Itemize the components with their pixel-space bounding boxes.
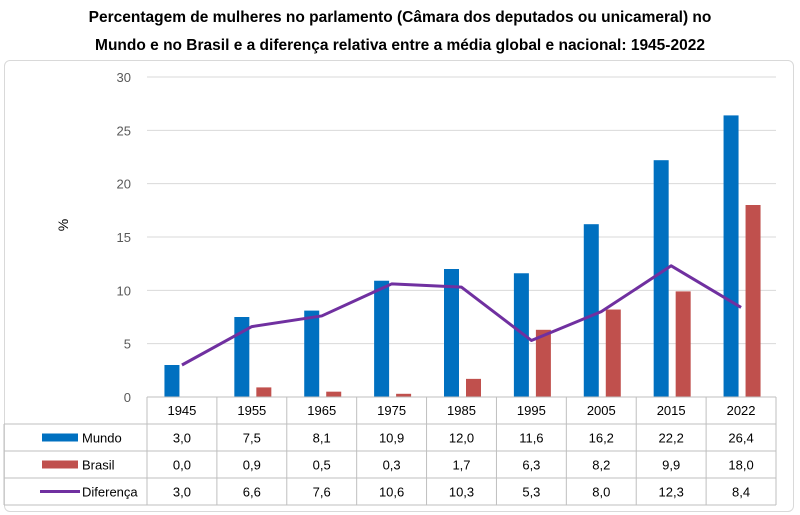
bar-brasil-1965 <box>326 391 342 397</box>
legend-key-brasil <box>42 460 78 469</box>
data-label-brasil: 6,3 <box>522 458 540 473</box>
bar-mundo-1995 <box>513 273 529 397</box>
chart-title-line-1: Percentagem de mulheres no parlamento (C… <box>88 9 712 26</box>
bar-brasil-1995 <box>535 329 551 397</box>
x-tick-label: 1945 <box>167 403 196 418</box>
chart-title: Percentagem de mulheres no parlamento (C… <box>0 4 800 60</box>
bars <box>164 115 761 398</box>
data-label-diferença: 6,6 <box>243 485 261 500</box>
legend-label-diferença: Diferença <box>82 485 138 500</box>
legend-label-brasil: Brasil <box>82 458 115 473</box>
data-label-mundo: 10,9 <box>379 431 404 446</box>
bar-brasil-2005 <box>605 309 621 397</box>
data-label-mundo: 3,0 <box>173 431 191 446</box>
chart-title-line-2: Mundo e no Brasil e a diferença relativa… <box>95 37 705 54</box>
data-label-diferença: 5,3 <box>522 485 540 500</box>
line-series-diferença <box>181 264 742 367</box>
data-label-mundo: 11,6 <box>519 431 543 446</box>
data-label-mundo: 26,4 <box>728 431 753 446</box>
bar-brasil-2022 <box>745 205 761 397</box>
data-label-diferença: 10,3 <box>449 485 474 500</box>
data-label-mundo: 12,0 <box>449 431 474 446</box>
bar-mundo-1945 <box>164 365 180 397</box>
bar-brasil-1985 <box>466 378 481 397</box>
bar-brasil-1975 <box>396 393 412 397</box>
data-label-mundo: 7,5 <box>243 431 261 446</box>
data-label-brasil: 0,0 <box>173 458 191 473</box>
bar-mundo-1965 <box>304 310 320 397</box>
bar-mundo-2022 <box>723 115 739 398</box>
data-label-brasil: 1,7 <box>452 458 470 473</box>
difference-line <box>181 264 742 367</box>
bar-mundo-2015 <box>653 160 669 397</box>
data-label-mundo: 16,2 <box>589 431 614 446</box>
x-tick-label: 1955 <box>237 403 266 418</box>
x-tick-label: 1975 <box>377 403 406 418</box>
y-tick-label: 5 <box>124 337 131 352</box>
data-label-brasil: 18,0 <box>728 458 753 473</box>
x-tick-label: 2022 <box>727 403 756 418</box>
y-axis-ticks: 0 5 10 15 20 25 30 <box>117 70 131 405</box>
y-axis-label: % <box>55 219 71 231</box>
data-label-diferença: 8,4 <box>732 485 750 500</box>
data-label-brasil: 9,9 <box>662 458 680 473</box>
data-label-diferença: 10,6 <box>379 485 404 500</box>
y-tick-label: 0 <box>124 390 131 405</box>
data-label-brasil: 0,3 <box>383 458 401 473</box>
y-tick-label: 25 <box>117 123 131 138</box>
data-label-brasil: 8,2 <box>592 458 610 473</box>
x-tick-label: 1985 <box>447 403 476 418</box>
bar-mundo-1985 <box>444 269 459 397</box>
x-tick-label: 2015 <box>657 403 686 418</box>
gridlines <box>147 76 776 345</box>
legend-key-mundo <box>42 433 78 442</box>
x-tick-label: 1995 <box>517 403 546 418</box>
data-label-mundo: 8,1 <box>313 431 331 446</box>
legend-label-mundo: Mundo <box>82 431 122 446</box>
y-tick-label: 10 <box>117 283 131 298</box>
data-label-diferença: 7,6 <box>313 485 331 500</box>
data-label-diferença: 3,0 <box>173 485 191 500</box>
data-label-diferença: 12,3 <box>659 485 684 500</box>
x-tick-label: 1965 <box>307 403 336 418</box>
data-table: 1945 1955 1965 1975 1985 1995 2005 2015 2022 Mund… <box>3 396 777 506</box>
bar-brasil-1955 <box>256 387 272 397</box>
data-label-diferença: 8,0 <box>592 485 610 500</box>
y-tick-label: 20 <box>117 177 131 192</box>
y-tick-label: 15 <box>117 230 131 245</box>
x-tick-label: 2005 <box>587 403 616 418</box>
data-label-brasil: 0,5 <box>313 458 331 473</box>
bar-mundo-2005 <box>583 224 599 397</box>
bar-mundo-1955 <box>234 317 250 397</box>
y-tick-label: 30 <box>117 70 131 85</box>
data-label-mundo: 22,2 <box>659 431 684 446</box>
chart-frame <box>4 60 794 512</box>
bar-brasil-2015 <box>675 291 691 397</box>
bar-mundo-1975 <box>374 280 390 397</box>
data-label-brasil: 0,9 <box>243 458 261 473</box>
